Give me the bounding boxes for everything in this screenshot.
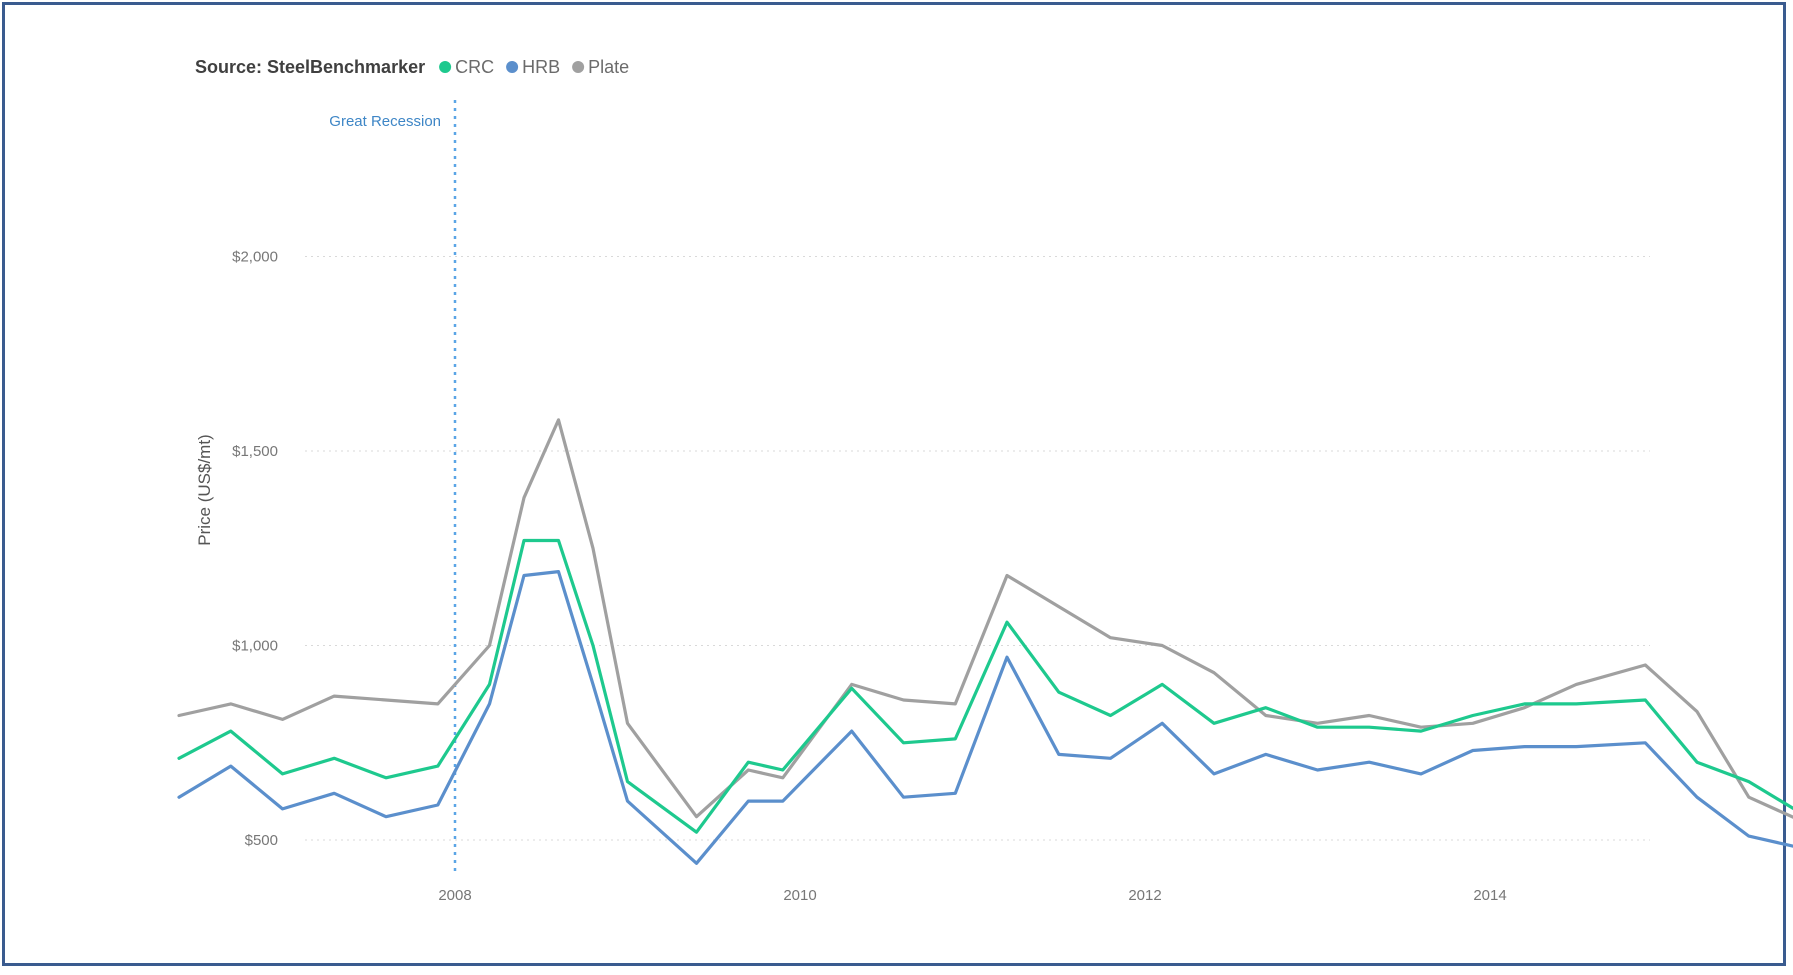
x-tick-label: 2008 bbox=[438, 887, 471, 904]
grid-lines bbox=[305, 256, 1650, 841]
legend-label: Plate bbox=[588, 57, 629, 77]
source-label: Source: SteelBenchmarker bbox=[195, 57, 425, 77]
series-lines bbox=[177, 418, 1793, 865]
y-axis-label: Price (US$/mt) bbox=[195, 434, 214, 545]
legend-marker bbox=[439, 61, 452, 73]
y-axis: $500 $1,000 $1,500 $2,000 bbox=[232, 249, 278, 850]
y-tick-label: $500 bbox=[245, 832, 278, 849]
x-tick-label: 2012 bbox=[1128, 887, 1161, 904]
y-tick-label: $1,000 bbox=[232, 638, 278, 655]
x-axis: 2008201020122014201620182020 bbox=[438, 887, 1506, 904]
series-line-hrb bbox=[177, 570, 1793, 865]
series-line-crc bbox=[177, 538, 1793, 834]
y-tick-label: $1,500 bbox=[232, 443, 278, 460]
legend-label: CRC bbox=[455, 57, 494, 77]
legend-label: HRB bbox=[522, 57, 560, 77]
y-tick-label: $2,000 bbox=[232, 249, 278, 266]
legend-marker bbox=[572, 61, 585, 73]
event-annotations: Great RecessionSteel TariffsCOVID-19 bbox=[329, 100, 457, 875]
series-line-plate bbox=[177, 418, 1793, 819]
legend-marker bbox=[506, 61, 519, 73]
annotation-label: Great Recession bbox=[329, 113, 441, 130]
x-tick-label: 2014 bbox=[1473, 887, 1506, 904]
legend: Source: SteelBenchmarker CRC HRB Plate bbox=[195, 57, 629, 77]
x-tick-label: 2010 bbox=[783, 887, 816, 904]
